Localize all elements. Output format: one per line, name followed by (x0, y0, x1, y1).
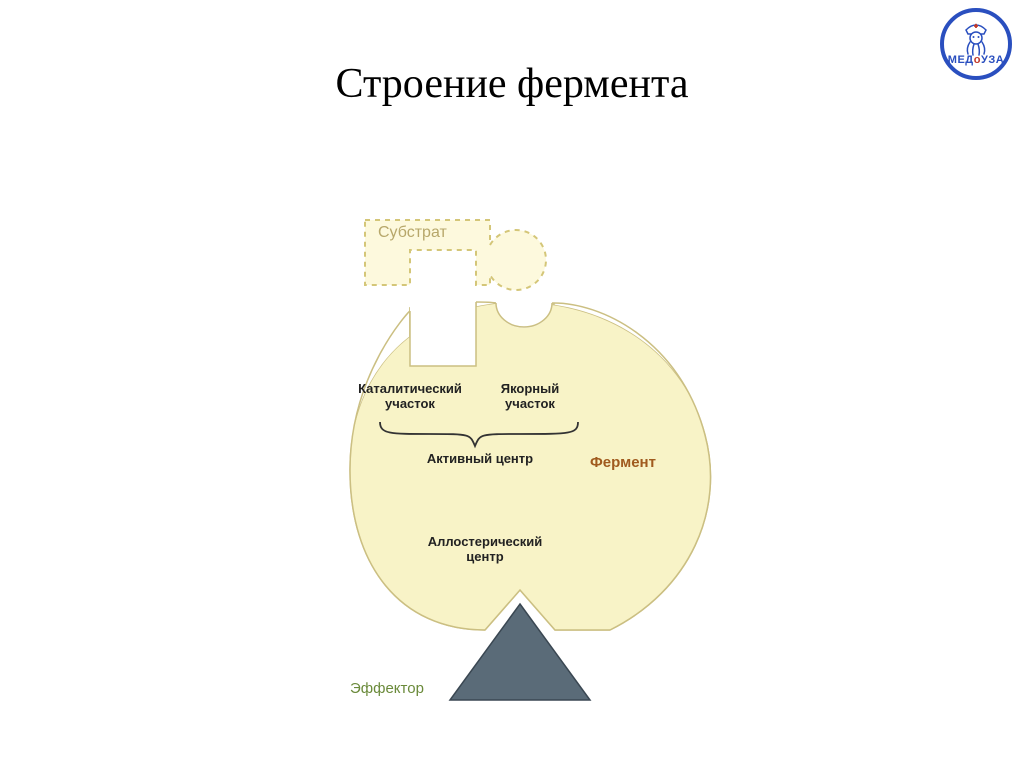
page-title: Строение фермента (0, 60, 1024, 108)
anchor-site-label: Якорныйучасток (485, 382, 575, 412)
active-center-label: Активный центр (410, 452, 550, 467)
substrate-label: Субстрат (378, 224, 447, 242)
effector-label: Эффектор (350, 680, 424, 697)
enzyme-structure-diagram: Субстрат Каталитическийучасток Якорныйуч… (260, 190, 760, 710)
enzyme-body (350, 270, 711, 630)
catalytic-site-label: Каталитическийучасток (355, 382, 465, 412)
enzyme-label: Фермент (590, 454, 656, 471)
brand-logo: МЕДоУЗА (940, 8, 1012, 80)
allosteric-center-label: Аллостерическийцентр (410, 535, 560, 565)
medusa-icon (956, 22, 996, 56)
brand-text: МЕДоУЗА (948, 54, 1004, 66)
